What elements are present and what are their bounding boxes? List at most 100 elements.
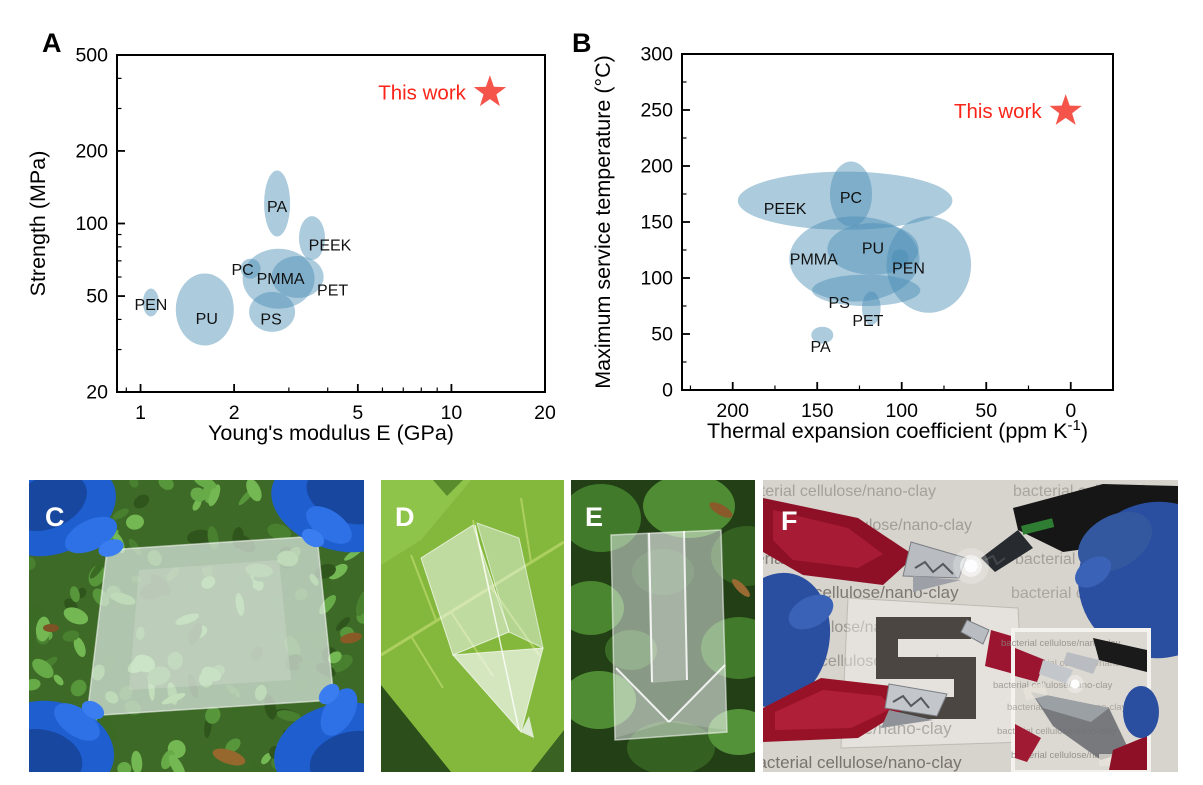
x-axis-title: Thermal expansion coefficient (ppm K-1) xyxy=(707,417,1088,443)
bubble-PU xyxy=(827,223,919,275)
bubble-label-PS: PS xyxy=(260,311,281,328)
inset-photo: bacterial cellulose/nano-clay bacterial … xyxy=(993,628,1159,772)
leaf-highlight xyxy=(381,480,471,565)
glove-left xyxy=(763,572,834,708)
x-tick-label: 10 xyxy=(441,402,463,424)
clip-jaw-lower xyxy=(913,576,961,592)
plane-keel xyxy=(451,647,544,734)
fingertip xyxy=(301,528,325,548)
bubble-PA xyxy=(811,326,834,344)
clover-leaf xyxy=(131,750,143,772)
clover-leaf xyxy=(267,523,292,541)
inset-red-clip xyxy=(1109,736,1147,770)
fingertip xyxy=(318,683,340,705)
clip-highlight xyxy=(773,510,883,568)
chart-chartA: PU PEN PS PMMA PET PC PA PEEK 1 2 5 10 20 20 50 100 200 5… xyxy=(26,45,556,446)
this-work-label: This work xyxy=(954,100,1042,123)
clover-leaf xyxy=(129,480,139,488)
inset-black-clip xyxy=(1093,638,1147,672)
clover-leaf xyxy=(70,679,87,697)
y-tick-label: 200 xyxy=(640,156,673,178)
bubble-label-PA: PA xyxy=(811,339,831,356)
clover-leaf xyxy=(29,557,36,571)
clover-leaf xyxy=(336,617,350,631)
clover-leaf xyxy=(192,498,202,511)
jaw-teeth xyxy=(914,560,954,575)
film-crease-strip xyxy=(647,531,687,683)
shadow-corner xyxy=(531,730,564,772)
photo-e-unfolded-film-on-clover: E xyxy=(571,480,755,772)
bubble-label-PC: PC xyxy=(231,262,253,279)
fingertip xyxy=(788,594,834,630)
y-tick-label: 500 xyxy=(75,45,108,67)
y-axis-title: Strength (MPa) xyxy=(26,151,50,297)
brown-leaf xyxy=(340,632,362,644)
bubble-label-PU: PU xyxy=(862,240,884,257)
clover-leaf xyxy=(320,577,331,594)
glove-top-left xyxy=(29,480,124,557)
clover-leaf xyxy=(62,630,80,642)
x-tick-label: 50 xyxy=(975,400,997,422)
brown-leaf-edge xyxy=(732,579,750,597)
transparent-film-airplane xyxy=(420,522,544,738)
bubble-label-PEN: PEN xyxy=(134,297,167,314)
photo-f-conductive-demo: bacterial cellulose/nano-clay bacterial … xyxy=(763,480,1178,772)
clover-leaf xyxy=(327,651,342,664)
panel-label-e: E xyxy=(585,502,603,532)
fingertip xyxy=(98,539,124,557)
film-fold-shade xyxy=(615,668,669,738)
film-crease-lines xyxy=(615,530,726,723)
plot-frame xyxy=(116,54,546,393)
clover-leaf xyxy=(205,706,221,724)
x-tick-label: 150 xyxy=(801,400,834,422)
clover-leaf xyxy=(276,710,302,722)
conductive-s-trace xyxy=(875,617,976,719)
clover-leaf xyxy=(168,754,186,772)
bubble-PMMA xyxy=(789,216,920,302)
clip-jaw-lower xyxy=(881,710,933,728)
red-clip-top-left xyxy=(763,498,967,592)
bubble-label-PEN: PEN xyxy=(892,260,925,277)
clover-leaf xyxy=(32,658,54,679)
clover-leaf xyxy=(193,480,217,490)
y-tick-label: 50 xyxy=(86,286,108,308)
bubble-PU xyxy=(175,273,234,346)
clover-leaf xyxy=(117,761,132,772)
panel-label-f: F xyxy=(781,506,798,536)
clover-leaf xyxy=(70,586,80,603)
clover-leaf xyxy=(208,484,221,507)
x-tick-label: 100 xyxy=(885,400,918,422)
charts-canvas: PU PEN PS PMMA PET PC PA PEEK 1 2 5 10 20 20 50 100 200 5… xyxy=(26,44,1114,446)
bubble-PS xyxy=(249,291,296,332)
clover-leaf xyxy=(190,487,207,502)
fingertip xyxy=(81,700,105,720)
bubble-label-PEEK: PEEK xyxy=(764,201,807,218)
clover-leaf xyxy=(53,674,64,686)
panel-label-a: A xyxy=(42,28,62,58)
y-tick-label: 20 xyxy=(86,382,108,404)
clover-leaf xyxy=(29,678,41,691)
clip-jaw xyxy=(884,683,948,717)
clover-leaf xyxy=(187,529,213,546)
bubble-label-PMMA: PMMA xyxy=(257,271,305,288)
clover-leaf xyxy=(35,616,51,642)
bubble-label-PS: PS xyxy=(829,295,850,312)
plane-tail-tip xyxy=(521,716,534,738)
green-wire xyxy=(1021,518,1055,535)
red-clip-bottom-left xyxy=(763,678,948,742)
brown-leaf-edge xyxy=(709,502,733,518)
clip-jaw xyxy=(981,530,1033,572)
bubble-PMMA xyxy=(242,248,315,309)
inset-clip-jaw xyxy=(1039,660,1073,684)
film-fold-shade xyxy=(669,665,726,730)
bubble-PEEK xyxy=(299,216,325,261)
this-work-label: This work xyxy=(378,81,466,104)
panel-label-d: D xyxy=(395,502,415,532)
svg-text:bacterial cellulose/nano-clay: bacterial cellulose/nano-clay xyxy=(1011,750,1131,761)
bubble-label-PA: PA xyxy=(267,199,287,216)
led-bulb xyxy=(964,559,978,573)
clover-leaf xyxy=(112,508,129,520)
glove-right xyxy=(1074,501,1178,659)
bubble-label-PMMA: PMMA xyxy=(790,252,838,269)
jaw-teeth xyxy=(984,554,1006,566)
